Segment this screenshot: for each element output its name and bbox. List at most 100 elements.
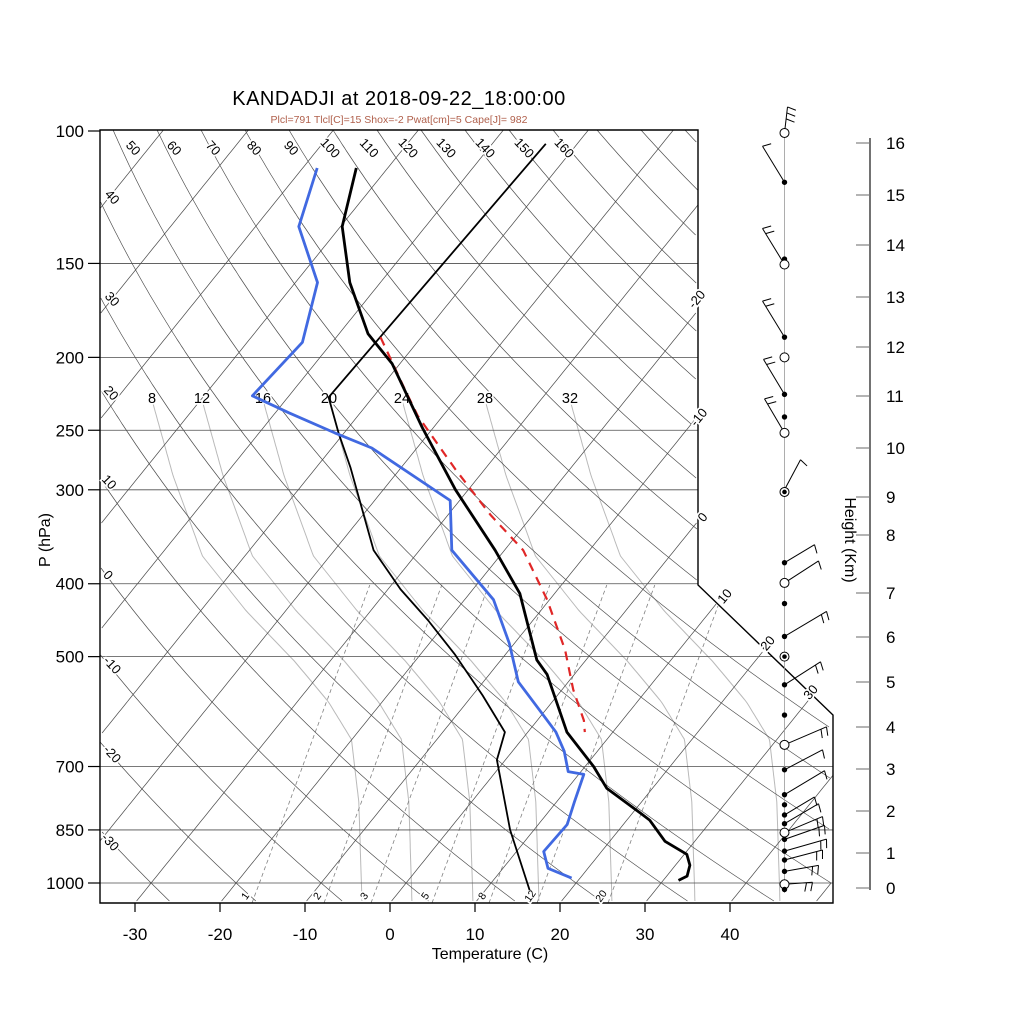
height-tick-label: 2	[886, 802, 895, 821]
dry-adiabat-label: 60	[164, 138, 185, 159]
circledot-marker	[782, 489, 787, 495]
temperature-tick-label: 10	[466, 925, 485, 944]
dry-adiabat-label: 130	[433, 135, 459, 161]
height-tick-label: 10	[886, 439, 905, 458]
height-tick-label: 13	[886, 288, 905, 307]
mixing-ratio-label: 2	[311, 890, 324, 902]
height-tick-label: 3	[886, 760, 895, 779]
dry-adiabat-label: 70	[203, 138, 224, 159]
dot-marker	[781, 886, 788, 893]
dry-adiabat-label: -20	[100, 742, 124, 766]
circledot-marker	[782, 654, 787, 659]
mixing-ratio-label: 8	[476, 890, 489, 902]
circle-marker	[779, 577, 790, 588]
moist-adiabat-labels: 8 12 16 20 24 28 32	[146, 389, 580, 408]
mixing-ratio-label: 20	[593, 888, 610, 905]
circle-marker	[779, 127, 790, 138]
dry-adiabat-label: 110	[357, 135, 382, 160]
height-tick-label: 12	[886, 338, 905, 357]
pressure-tick-label: 100	[56, 122, 84, 141]
dot-marker	[781, 712, 788, 718]
pressure-tick-label: 500	[56, 648, 84, 667]
height-tick-label: 7	[886, 584, 895, 603]
dot-marker	[781, 414, 788, 420]
dot-marker	[781, 848, 788, 854]
pressure-tick-label: 250	[56, 421, 84, 440]
plot-border	[99, 129, 834, 904]
dot-marker	[781, 812, 788, 818]
wind-barbs	[762, 106, 830, 893]
mixing-ratio-label: 12	[522, 888, 539, 905]
height-tick-label: 8	[886, 526, 895, 545]
temperature-tick-label: -10	[293, 925, 318, 944]
dot-marker	[781, 600, 788, 607]
dry-adiabat-label: 140	[472, 135, 498, 161]
isotherm-label: 30	[800, 682, 821, 703]
dot-marker	[781, 821, 788, 827]
dry-adiabat-label: 90	[281, 138, 302, 159]
pressure-axis: 100 150 200 250 300 400 500 700 850 1000	[46, 122, 100, 893]
mixing-ratio-labels: 1 2 3 5 8 12 20	[237, 886, 611, 906]
moist-adiabat-label: 12	[194, 391, 210, 407]
circle-marker	[779, 259, 790, 270]
dewpoint-curve	[251, 167, 586, 880]
circle-marker	[779, 427, 790, 438]
temperature-tick-label: 20	[551, 925, 570, 944]
dot-marker	[781, 682, 788, 688]
dot-marker	[781, 334, 788, 340]
pressure-tick-label: 850	[56, 821, 84, 840]
dot-marker	[781, 767, 788, 773]
moist-adiabat-label: 32	[562, 391, 578, 407]
dry-adiabat-label: 100	[317, 135, 343, 161]
height-tick-label: 6	[886, 628, 895, 647]
dot-marker	[781, 179, 788, 185]
temperature-tick-label: 40	[721, 925, 740, 944]
dry-adiabat-label: 0	[100, 567, 116, 583]
dry-adiabat-label: 10	[99, 472, 120, 493]
dot-marker	[781, 791, 788, 798]
pressure-gridlines	[100, 263, 833, 884]
circle-marker	[779, 739, 790, 750]
dot-marker	[781, 868, 788, 875]
height-tick-label: 4	[886, 718, 895, 737]
dot-marker	[781, 391, 788, 398]
dry-adiabat-label: 80	[244, 138, 265, 159]
height-tick-label: 16	[886, 134, 905, 153]
dot-marker	[781, 802, 788, 808]
dry-adiabat-label: 20	[101, 383, 122, 404]
dot-marker	[781, 633, 788, 640]
parcel-curve	[379, 336, 586, 733]
pressure-tick-label: 200	[56, 348, 84, 367]
height-tick-label: 0	[886, 879, 895, 898]
pressure-tick-label: 700	[56, 758, 84, 777]
dry-adiabat-label: 160	[551, 135, 577, 161]
isotherm-label: 0	[694, 510, 710, 525]
temperature-tick-label: 30	[636, 925, 655, 944]
temperature-tick-label: -20	[208, 925, 233, 944]
pressure-tick-label: 400	[56, 575, 84, 594]
temperature-axis: -30 -20 -10 0 10 20 30 40	[123, 903, 740, 944]
isotherm-label: -20	[685, 287, 709, 311]
temperature-tick-label: -30	[123, 925, 148, 944]
background-isotherms	[99, 129, 834, 902]
height-tick-label: 9	[886, 488, 895, 507]
moist-adiabat-label: 28	[477, 391, 493, 407]
pressure-tick-label: 150	[56, 254, 84, 273]
height-tick-label: 11	[886, 387, 904, 406]
height-tick-label: 15	[886, 186, 905, 205]
circle-marker	[779, 352, 790, 363]
height-tick-label: 5	[886, 673, 895, 692]
height-tick-label: 14	[886, 236, 905, 255]
chart-subtitle: Plcl=791 Tlcl[C]=15 Shox=-2 Pwat[cm]=5 C…	[270, 114, 528, 126]
dry-adiabat-label: 120	[395, 135, 421, 161]
isotherm-label: 20	[757, 633, 778, 654]
pressure-tick-label: 1000	[46, 874, 84, 893]
background-mixing-ratio-lines	[251, 584, 719, 904]
background-moist-adiabats	[151, 399, 781, 902]
chart-title: KANDADJI at 2018-09-22_18:00:00	[232, 88, 566, 110]
x-axis-title: Temperature (C)	[431, 946, 549, 963]
